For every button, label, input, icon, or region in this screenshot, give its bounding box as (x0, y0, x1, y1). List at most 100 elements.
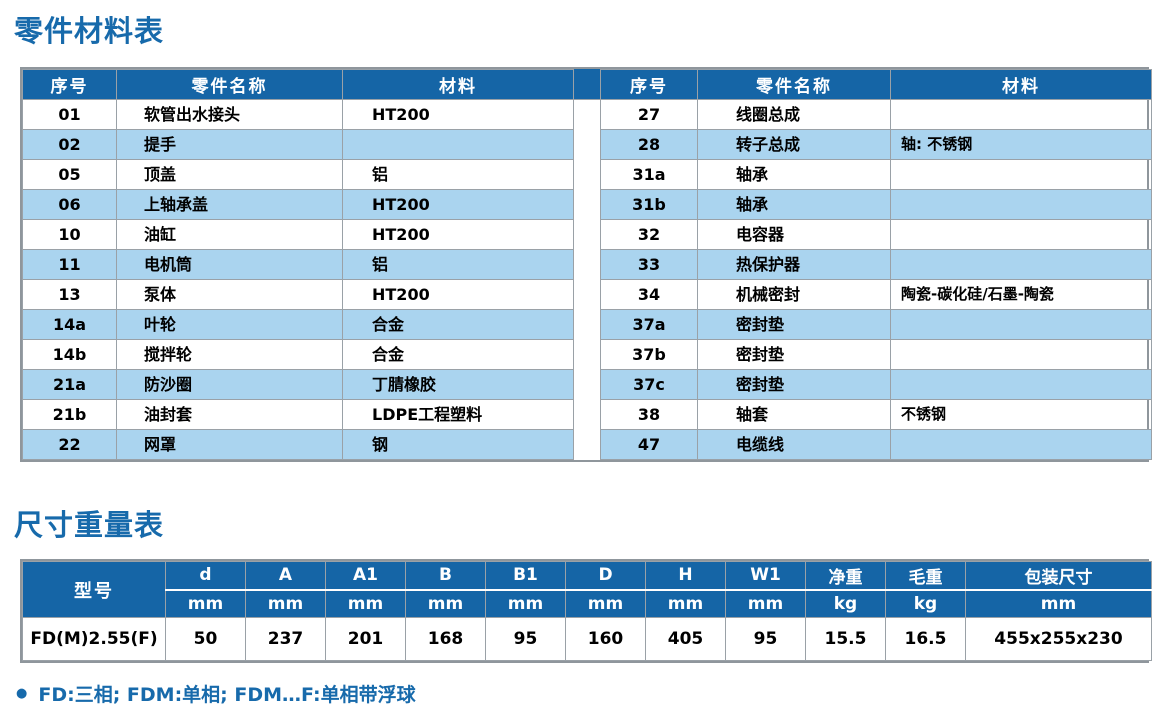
dim-column-label-9: 毛重 (885, 561, 966, 590)
part-material-cell: 丁腈橡胶 (342, 369, 574, 400)
dim-column-unit-5: mm (565, 588, 646, 618)
part-name-cell: 油封套 (116, 399, 343, 430)
column-header-0: 序号 (22, 69, 117, 100)
part-name-cell: 密封垫 (697, 339, 891, 370)
part-name-cell: 顶盖 (116, 159, 343, 190)
table-row: 37b 密封垫 (600, 339, 1152, 370)
dim-column-unit-10: mm (965, 588, 1152, 618)
part-number-cell: 33 (600, 249, 698, 280)
part-number-cell: 10 (22, 219, 117, 250)
part-name-cell: 密封垫 (697, 369, 891, 400)
part-number-cell: 06 (22, 189, 117, 220)
dim-column-label-8: 净重 (805, 561, 886, 590)
dim-column-label-4: B1 (485, 561, 566, 590)
table-row: FD(M)2.55(F) 50 237 201 168 95 160 405 95 15.5 16.… (22, 617, 1152, 661)
table-gap-column (574, 69, 600, 460)
dim-column-label-0: d (165, 561, 246, 590)
part-number-cell: 37b (600, 339, 698, 370)
part-material-cell (342, 129, 574, 160)
dim-column-unit-3: mm (405, 588, 486, 618)
parts-table-right: 序号 零件名称 材料 27 线圈总成 28 转子总成 轴: 不锈钢 31a 轴承 31b 轴承 32 电容… (600, 69, 1152, 460)
model-column-header: 型号 (22, 561, 166, 618)
dim-value-cell-1: 237 (245, 617, 326, 661)
part-name-cell: 热保护器 (697, 249, 891, 280)
table-row: 28 转子总成 轴: 不锈钢 (600, 129, 1152, 160)
table-row: 06 上轴承盖 HT200 (22, 189, 574, 220)
table-row: 05 顶盖铝 (22, 159, 574, 190)
part-number-cell: 21b (22, 399, 117, 430)
part-material-cell: HT200 (342, 189, 574, 220)
bullet-icon: ● (16, 686, 28, 701)
part-material-cell: HT200 (342, 279, 574, 310)
part-number-cell: 05 (22, 159, 117, 190)
dim-column-label-1: A (245, 561, 326, 590)
part-name-cell: 电缆线 (697, 429, 891, 460)
part-number-cell: 34 (600, 279, 698, 310)
model-legend-text: FD:三相; FDM:单相; FDM…F:单相带浮球 (38, 684, 416, 706)
part-number-cell: 01 (22, 99, 117, 130)
part-material-cell: 不锈钢 (890, 399, 1152, 430)
part-number-cell: 31a (600, 159, 698, 190)
table-row: 33 热保护器 (600, 249, 1152, 280)
dim-column-label-5: D (565, 561, 646, 590)
part-name-cell: 防沙圈 (116, 369, 343, 400)
table-row: 14a 叶轮 合金 (22, 309, 574, 340)
dim-value-cell-10: 455x255x230 (965, 617, 1152, 661)
part-number-cell: 37c (600, 369, 698, 400)
dim-value-cell-6: 405 (645, 617, 726, 661)
part-name-cell: 轴承 (697, 159, 891, 190)
part-material-cell (890, 189, 1152, 220)
part-material-cell (890, 159, 1152, 190)
part-number-cell: 38 (600, 399, 698, 430)
part-number-cell: 13 (22, 279, 117, 310)
part-number-cell: 32 (600, 219, 698, 250)
model-cell: FD(M)2.55(F) (22, 617, 166, 661)
part-number-cell: 14b (22, 339, 117, 370)
part-number-cell: 47 (600, 429, 698, 460)
dim-value-cell-5: 160 (565, 617, 646, 661)
dim-column-unit-6: mm (645, 588, 726, 618)
part-number-cell: 28 (600, 129, 698, 160)
part-name-cell: 上轴承盖 (116, 189, 343, 220)
part-number-cell: 21a (22, 369, 117, 400)
column-header-1: 零件名称 (116, 69, 343, 100)
column-header-0: 序号 (600, 69, 698, 100)
part-name-cell: 叶轮 (116, 309, 343, 340)
part-name-cell: 泵体 (116, 279, 343, 310)
part-material-cell (890, 339, 1152, 370)
parts-table-body: 27 线圈总成 28 转子总成 轴: 不锈钢 31a 轴承 31b 轴承 32 电容器 33 热保护器 3… (600, 99, 1152, 460)
part-material-cell: LDPE工程塑料 (342, 399, 574, 430)
table-row: 38 轴套 不锈钢 (600, 399, 1152, 430)
dim-value-cell-0: 50 (165, 617, 246, 661)
part-name-cell: 搅拌轮 (116, 339, 343, 370)
part-number-cell: 14a (22, 309, 117, 340)
dim-column-unit-9: kg (885, 588, 966, 618)
part-number-cell: 02 (22, 129, 117, 160)
part-number-cell: 27 (600, 99, 698, 130)
table-row: 14b 搅拌轮 合金 (22, 339, 574, 370)
table-row: 32 电容器 (600, 219, 1152, 250)
part-number-cell: 22 (22, 429, 117, 460)
dim-column-unit-8: kg (805, 588, 886, 618)
dim-column-label-10: 包装尺寸 (965, 561, 1152, 590)
part-material-cell (890, 99, 1152, 130)
part-name-cell: 提手 (116, 129, 343, 160)
column-header-2: 材料 (342, 69, 574, 100)
parts-table-left: 序号 零件名称 材料 01 软管出水接头 HT200 02 提手 05 顶盖铝 06 上轴承盖 HT20… (22, 69, 574, 460)
part-name-cell: 电机筒 (116, 249, 343, 280)
dimension-table-title: 尺寸重量表 (14, 508, 165, 542)
dim-column-unit-1: mm (245, 588, 326, 618)
part-material-cell (890, 369, 1152, 400)
dimension-table: 型号 d A A1 B B1 D H W1 净重 毛重 包装尺寸 mm mm mm mm mm mm mm mm kg k… (22, 561, 1152, 661)
part-material-cell: 铝 (342, 249, 574, 280)
header-row: 序号 零件名称 材料 (600, 69, 1152, 100)
part-name-cell: 线圈总成 (697, 99, 891, 130)
parts-table-body: 01 软管出水接头 HT200 02 提手 05 顶盖铝 06 上轴承盖 HT200 10 油缸 HT2… (22, 99, 574, 460)
table-row: 21b 油封套 LDPE工程塑料 (22, 399, 574, 430)
parts-table-header: 序号 零件名称 材料 (600, 69, 1152, 100)
table-row: 34 机械密封 陶瓷-碳化硅/石墨-陶瓷 (600, 279, 1152, 310)
parts-table-header: 序号 零件名称 材料 (22, 69, 574, 100)
part-material-cell: 钢 (342, 429, 574, 460)
part-name-cell: 轴承 (697, 189, 891, 220)
